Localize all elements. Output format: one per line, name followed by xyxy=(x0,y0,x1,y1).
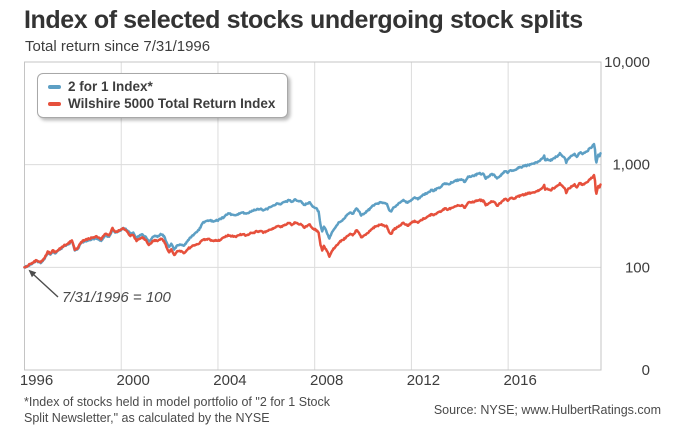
plot-border xyxy=(24,61,602,371)
legend-label: Wilshire 5000 Total Return Index xyxy=(68,96,276,111)
y-axis-tick-label: 0 xyxy=(642,362,650,379)
legend-label: 2 for 1 Index* xyxy=(68,79,153,94)
base-value-annotation: 7/31/1996 = 100 xyxy=(62,289,171,306)
footnote-line-1: *Index of stocks held in model portfolio… xyxy=(24,395,330,409)
series-line-2-for-1-index xyxy=(23,142,602,269)
footnote-line-2: Split Newsletter," as calculated by the … xyxy=(24,411,270,426)
y-axis-tick-label: 10,000 xyxy=(604,54,650,71)
series-line-wilshire-5000 xyxy=(23,173,602,269)
x-axis-tick-label: 2016 xyxy=(503,372,536,389)
legend-swatch-icon xyxy=(48,84,61,89)
annotation-arrowhead xyxy=(28,269,37,278)
source-credit: Source: NYSE; www.HulbertRatings.com xyxy=(433,403,661,417)
legend-box: 2 for 1 Index* Wilshire 5000 Total Return… xyxy=(37,73,289,118)
chart-subtitle: Total return since 7/31/1996 xyxy=(25,38,211,55)
x-axis-tick-label: 2000 xyxy=(117,372,150,389)
y-axis-tick-label: 1,000 xyxy=(612,157,650,174)
legend-item-wilshire-5000: Wilshire 5000 Total Return Index xyxy=(48,95,275,112)
y-axis-tick-label: 100 xyxy=(625,259,650,276)
x-axis-tick-label: 2004 xyxy=(213,372,246,389)
footnote: *Index of stocks held in model portfolio… xyxy=(24,394,384,427)
x-axis-tick-label: 2012 xyxy=(407,372,440,389)
legend-item-2-for-1-index: 2 for 1 Index* xyxy=(48,78,275,95)
legend-swatch-icon xyxy=(48,101,61,106)
chart-title: Index of selected stocks undergoing stoc… xyxy=(24,6,583,34)
x-axis-tick-label: 1996 xyxy=(20,372,53,389)
annotation-arrow-line xyxy=(33,273,59,298)
x-axis-tick-label: 2008 xyxy=(310,372,343,389)
